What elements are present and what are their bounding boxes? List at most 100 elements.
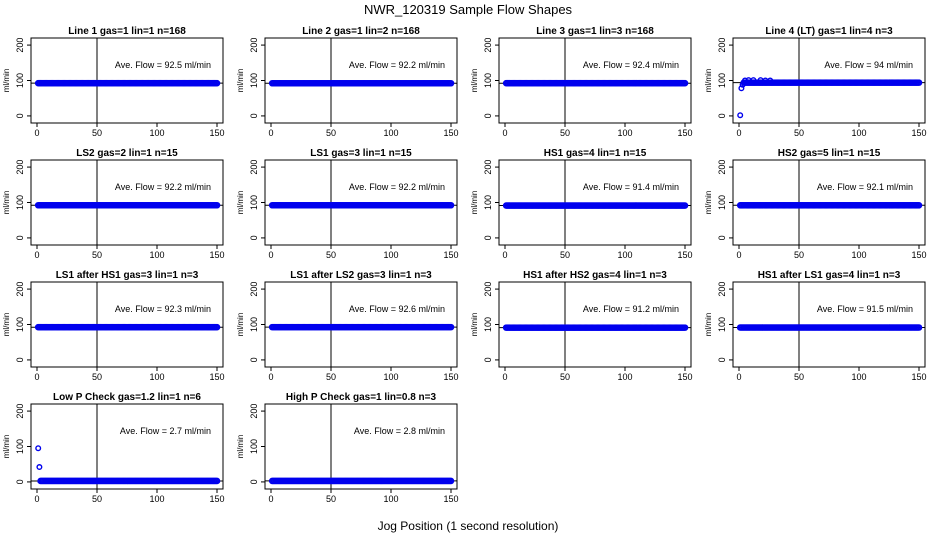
y-axis-label: ml/min (2, 435, 11, 459)
y-axis-label: ml/min (2, 313, 11, 337)
data-point (681, 79, 689, 87)
ave-flow-annotation: Ave. Flow = 2.8 ml/min (354, 426, 445, 436)
y-axis-label: ml/min (236, 69, 245, 93)
x-tick-label: 150 (677, 250, 692, 260)
ave-flow-annotation: Ave. Flow = 91.5 ml/min (817, 304, 913, 314)
panel-title: HS1 after HS2 gas=4 lin=1 n=3 (523, 270, 667, 281)
y-tick-label: 200 (717, 160, 727, 175)
data-points (268, 79, 455, 87)
ave-flow-annotation: Ave. Flow = 92.2 ml/min (349, 182, 445, 192)
x-tick-label: 0 (268, 128, 273, 138)
panel-title: LS1 after LS2 gas=3 lin=1 n=3 (290, 270, 432, 281)
y-tick-label: 0 (717, 235, 727, 240)
data-points (736, 324, 923, 331)
ave-flow-annotation: Ave. Flow = 91.4 ml/min (583, 182, 679, 192)
x-tick-label: 0 (736, 250, 741, 260)
x-tick-label: 50 (326, 250, 336, 260)
panel-title: Line 3 gas=1 lin=3 n=168 (536, 26, 654, 37)
y-axis-label: ml/min (236, 435, 245, 459)
x-tick-label: 150 (443, 250, 458, 260)
x-tick-label: 150 (209, 128, 224, 138)
data-point (213, 201, 221, 209)
data-points (737, 77, 923, 119)
y-tick-label: 0 (249, 479, 259, 484)
data-point (767, 77, 774, 84)
ave-flow-annotation: Ave. Flow = 92.1 ml/min (817, 182, 913, 192)
ave-flow-annotation: Ave. Flow = 92.2 ml/min (115, 182, 211, 192)
y-tick-label: 100 (249, 195, 259, 210)
chart-panel: HS1 gas=4 lin=1 n=15 ml/min 0 100 200 0 50 100 1… (470, 148, 693, 260)
y-tick-label: 100 (483, 195, 493, 210)
x-tick-label: 100 (851, 250, 866, 260)
x-tick-label: 150 (443, 494, 458, 504)
y-axis-label: ml/min (470, 69, 479, 93)
x-tick-label: 0 (34, 372, 39, 382)
ave-flow-annotation: Ave. Flow = 2.7 ml/min (120, 426, 211, 436)
data-points (736, 201, 923, 209)
y-tick-label: 200 (15, 160, 25, 175)
x-tick-label: 0 (502, 250, 507, 260)
x-tick-label: 0 (502, 372, 507, 382)
y-tick-label: 200 (249, 404, 259, 419)
y-tick-label: 100 (249, 317, 259, 332)
x-tick-label: 50 (560, 372, 570, 382)
y-tick-label: 200 (15, 38, 25, 53)
y-tick-label: 0 (15, 235, 25, 240)
panel-title: Low P Check gas=1.2 lin=1 n=6 (53, 392, 201, 403)
x-tick-label: 50 (560, 250, 570, 260)
data-point (915, 324, 923, 331)
ave-flow-annotation: Ave. Flow = 94 ml/min (824, 60, 913, 70)
chart-panel: High P Check gas=1 lin=0.8 n=3 ml/min 0 100… (236, 392, 459, 504)
data-points (268, 477, 455, 485)
x-tick-label: 50 (326, 494, 336, 504)
y-tick-label: 200 (15, 404, 25, 419)
y-axis-label: ml/min (236, 191, 245, 215)
x-tick-label: 0 (736, 128, 741, 138)
data-points (268, 323, 455, 331)
ave-flow-annotation: Ave. Flow = 92.2 ml/min (349, 60, 445, 70)
x-tick-label: 100 (617, 372, 632, 382)
y-tick-label: 200 (483, 38, 493, 53)
panel-title: Line 2 gas=1 lin=2 n=168 (302, 26, 420, 37)
y-tick-label: 100 (15, 73, 25, 88)
y-tick-label: 200 (717, 282, 727, 297)
y-axis-label: ml/min (704, 313, 713, 337)
x-tick-label: 100 (149, 372, 164, 382)
data-points (502, 202, 689, 209)
data-point (742, 77, 749, 84)
chart-panel: Line 1 gas=1 lin=1 n=168 ml/min 0 100 200 0 50… (2, 26, 225, 138)
x-tick-label: 100 (617, 250, 632, 260)
y-tick-label: 200 (249, 160, 259, 175)
x-tick-label: 50 (794, 128, 804, 138)
x-tick-label: 150 (677, 128, 692, 138)
x-tick-label: 50 (92, 372, 102, 382)
x-tick-label: 50 (92, 250, 102, 260)
data-point (915, 79, 923, 86)
y-axis-label: ml/min (470, 191, 479, 215)
chart-panel: LS1 after HS1 gas=3 lin=1 n=3 ml/min 0 100 2… (2, 270, 225, 382)
data-points (502, 324, 689, 331)
y-tick-label: 0 (483, 357, 493, 362)
x-tick-label: 0 (268, 250, 273, 260)
panel-title: HS2 gas=5 lin=1 n=15 (778, 148, 881, 159)
x-tick-label: 150 (911, 128, 926, 138)
chart-panel: Low P Check gas=1.2 lin=1 n=6 ml/min 0 100 2… (2, 392, 225, 504)
data-point (447, 477, 455, 485)
y-tick-label: 100 (249, 439, 259, 454)
y-tick-label: 0 (15, 357, 25, 362)
y-tick-label: 0 (249, 235, 259, 240)
x-tick-label: 0 (34, 494, 39, 504)
x-tick-label: 0 (268, 494, 273, 504)
panel-title: LS1 gas=3 lin=1 n=15 (310, 148, 412, 159)
data-point (213, 477, 221, 485)
data-point (213, 79, 221, 87)
x-tick-label: 100 (149, 128, 164, 138)
data-points (35, 445, 221, 485)
x-tick-label: 100 (851, 372, 866, 382)
panel-title: LS2 gas=2 lin=1 n=15 (76, 148, 178, 159)
chart-panel: LS2 gas=2 lin=1 n=15 ml/min 0 100 200 0 50 100 1… (2, 148, 225, 260)
y-tick-label: 200 (483, 160, 493, 175)
x-tick-label: 150 (911, 372, 926, 382)
y-axis-label: ml/min (470, 313, 479, 337)
x-tick-label: 100 (617, 128, 632, 138)
